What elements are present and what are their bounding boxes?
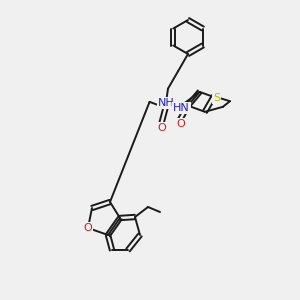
Text: NH: NH bbox=[158, 98, 174, 108]
Text: HN: HN bbox=[173, 103, 190, 113]
Text: O: O bbox=[157, 123, 166, 133]
Text: S: S bbox=[213, 93, 220, 103]
Text: O: O bbox=[84, 223, 92, 233]
Text: O: O bbox=[177, 118, 185, 129]
